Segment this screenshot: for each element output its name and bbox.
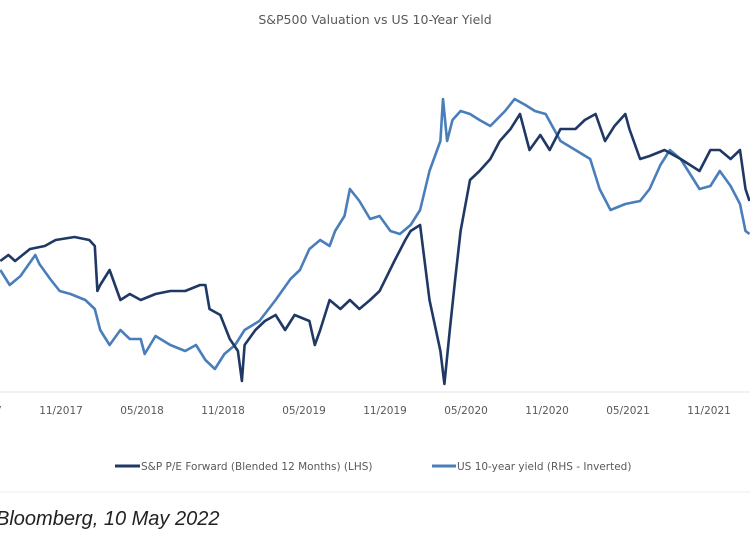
x-tick-label: 05/2018 <box>120 405 164 417</box>
legend-label-us10y: US 10-year yield (RHS - Inverted) <box>457 461 631 473</box>
x-tick-label: 05/2020 <box>444 405 488 417</box>
x-tick-label: 11/2017 <box>39 405 83 417</box>
x-tick-label: 11/2021 <box>687 405 731 417</box>
x-tick-label: 05/2019 <box>282 405 326 417</box>
x-axis-ticks: 05/2017 11/2017 05/2018 11/2018 05/2019 11/20… <box>0 405 731 417</box>
chart-title: S&P500 Valuation vs US 10-Year Yield <box>258 12 491 27</box>
series-line-sp-pe-forward <box>0 112 750 386</box>
legend-label-sp-pe: S&P P/E Forward (Blended 12 Months) (LHS… <box>141 461 373 473</box>
source-note: Bloomberg, 10 May 2022 <box>0 508 220 530</box>
plot-area <box>0 97 750 386</box>
x-tick-label: 05/2021 <box>606 405 650 417</box>
x-tick-label: 11/2019 <box>363 405 407 417</box>
x-tick-label: 11/2020 <box>525 405 569 417</box>
x-tick-label: 05/2017 <box>0 405 2 417</box>
x-tick-label: 11/2018 <box>201 405 245 417</box>
legend: S&P P/E Forward (Blended 12 Months) (LHS… <box>115 461 631 473</box>
series-line-us-10y-yield <box>0 97 750 371</box>
